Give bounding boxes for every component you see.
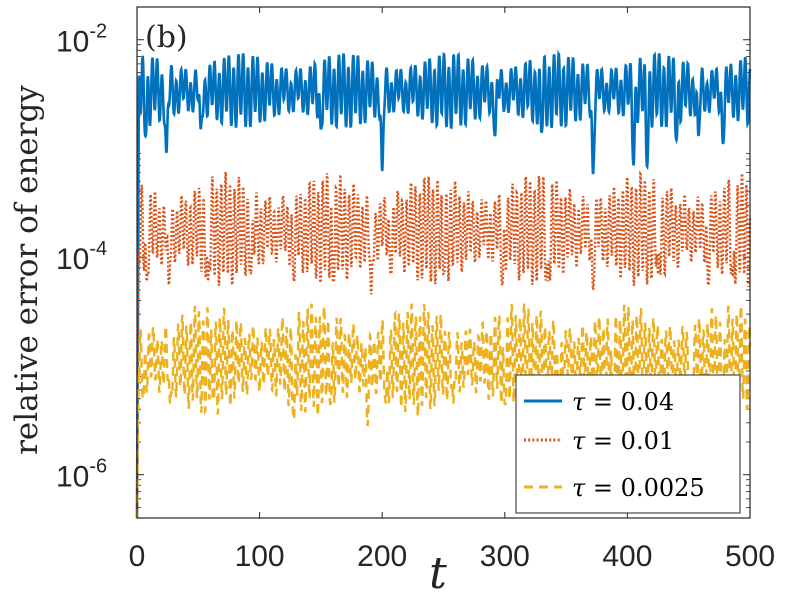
legend-tau-symbol: τ — [572, 388, 586, 416]
legend-entry-tau-00025: τ = 0.0025 — [572, 474, 705, 502]
legend: τ = 0.04 τ = 0.01 τ = 0.0025 — [515, 374, 741, 514]
x-tick-label: 0 — [129, 540, 146, 573]
legend-equals: = — [593, 427, 613, 455]
y-tick-labels: 10-2 10-4 10-6 — [56, 21, 107, 494]
x-tick-label: 300 — [480, 540, 530, 573]
x-tick-label: 400 — [602, 540, 652, 573]
series-line-1 — [135, 170, 752, 519]
legend-equals: = — [593, 388, 613, 416]
y-tick-label: 10-4 — [56, 238, 107, 276]
y-tick-label: 10-6 — [56, 456, 107, 494]
legend-tau-symbol: τ — [572, 474, 586, 502]
legend-equals: = — [593, 474, 613, 502]
legend-value: 0.01 — [621, 427, 674, 455]
legend-value: 0.0025 — [621, 474, 705, 502]
legend-value: 0.04 — [621, 388, 674, 416]
x-tick-label: 100 — [235, 540, 285, 573]
series-line-0 — [135, 49, 752, 519]
x-tick-label: 500 — [725, 540, 775, 573]
panel-label: (b) — [145, 20, 188, 55]
x-tick-labels: 0 100 200 300 400 500 — [129, 540, 775, 573]
x-axis-label: t — [429, 548, 447, 592]
y-axis-label: relative error of energy — [9, 85, 45, 455]
legend-box — [515, 374, 741, 514]
legend-tau-symbol: τ — [572, 427, 586, 455]
y-tick-label: 10-2 — [56, 21, 107, 59]
legend-entry-tau-001: τ = 0.01 — [572, 427, 674, 455]
legend-entry-tau-004: τ = 0.04 — [572, 388, 674, 416]
x-tick-label: 200 — [357, 540, 407, 573]
axes-frame — [136, 6, 751, 519]
